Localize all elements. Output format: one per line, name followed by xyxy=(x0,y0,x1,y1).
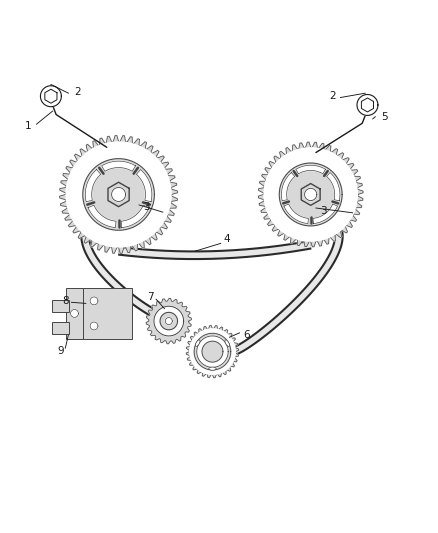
Polygon shape xyxy=(146,298,191,344)
Polygon shape xyxy=(296,165,325,174)
Polygon shape xyxy=(264,148,357,241)
Polygon shape xyxy=(112,188,126,201)
Polygon shape xyxy=(160,312,177,330)
Polygon shape xyxy=(60,135,177,253)
Text: 2: 2 xyxy=(329,91,336,101)
Polygon shape xyxy=(71,310,78,317)
Text: 8: 8 xyxy=(62,296,69,306)
Polygon shape xyxy=(136,169,152,201)
Text: 2: 2 xyxy=(74,87,81,97)
Polygon shape xyxy=(304,188,317,200)
Polygon shape xyxy=(190,329,235,374)
Polygon shape xyxy=(102,161,135,171)
Bar xyxy=(81,288,132,338)
Polygon shape xyxy=(186,326,239,378)
Polygon shape xyxy=(90,322,98,330)
Ellipse shape xyxy=(209,367,216,370)
Text: 1: 1 xyxy=(25,121,31,131)
Bar xyxy=(52,322,69,334)
Polygon shape xyxy=(154,306,184,336)
Polygon shape xyxy=(357,94,378,116)
Polygon shape xyxy=(88,205,116,228)
Polygon shape xyxy=(284,204,308,223)
Polygon shape xyxy=(194,333,231,370)
Polygon shape xyxy=(313,204,338,223)
Polygon shape xyxy=(165,318,172,325)
Polygon shape xyxy=(279,163,342,226)
Ellipse shape xyxy=(225,340,230,346)
Polygon shape xyxy=(90,297,98,305)
Polygon shape xyxy=(40,86,61,107)
Polygon shape xyxy=(282,173,295,201)
Polygon shape xyxy=(197,336,228,367)
Text: 3: 3 xyxy=(321,206,327,216)
Text: 5: 5 xyxy=(381,112,387,122)
Ellipse shape xyxy=(195,340,200,346)
Text: 6: 6 xyxy=(243,330,250,340)
Polygon shape xyxy=(258,142,363,247)
Polygon shape xyxy=(66,142,171,247)
Bar xyxy=(52,300,69,312)
Text: 4: 4 xyxy=(223,235,230,245)
Text: 3: 3 xyxy=(144,201,150,212)
Polygon shape xyxy=(361,98,374,112)
Polygon shape xyxy=(45,89,57,103)
Polygon shape xyxy=(108,182,129,207)
Text: 7: 7 xyxy=(147,292,153,302)
Polygon shape xyxy=(121,205,149,228)
Polygon shape xyxy=(301,183,320,205)
Bar xyxy=(66,288,83,338)
Polygon shape xyxy=(85,169,101,201)
Polygon shape xyxy=(327,173,340,201)
Polygon shape xyxy=(202,341,223,362)
Polygon shape xyxy=(83,159,154,230)
Text: 9: 9 xyxy=(57,346,64,356)
